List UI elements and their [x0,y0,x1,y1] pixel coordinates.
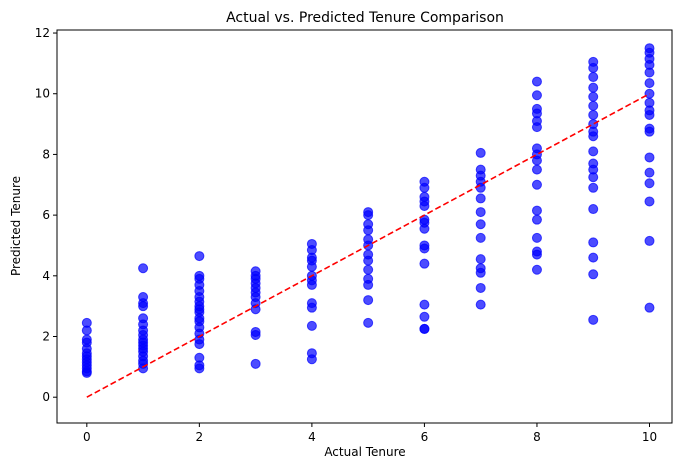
point [419,223,430,234]
point [531,232,542,243]
point [531,76,542,87]
point [588,72,599,83]
point [531,164,542,175]
x-tick-label: 2 [196,430,204,444]
point [588,269,599,280]
point [588,100,599,111]
point [419,243,430,254]
point [363,225,374,236]
point [588,146,599,157]
y-tick-label: 8 [42,147,50,161]
point [250,329,261,340]
y-tick-label: 6 [42,208,50,222]
point [644,167,655,178]
x-tick-label: 8 [533,430,541,444]
point [588,182,599,193]
y-tick-label: 2 [42,330,50,344]
point [644,178,655,189]
point [588,62,599,73]
point [644,88,655,99]
point [306,279,317,290]
point [531,122,542,133]
point [306,302,317,313]
point [475,219,486,230]
plot-frame [56,29,673,424]
point [644,109,655,120]
point [588,204,599,215]
point [644,78,655,89]
y-axis-label: Predicted Tenure [9,176,23,276]
point [475,299,486,310]
point [644,302,655,313]
x-tick-label: 6 [421,430,429,444]
x-tick-label: 4 [308,430,316,444]
point [81,325,92,336]
point [588,252,599,263]
point [306,261,317,272]
point [138,263,149,274]
point [475,282,486,293]
point [644,126,655,137]
point [419,299,430,310]
point [531,155,542,166]
point [531,249,542,260]
y-tick-label: 10 [35,87,50,101]
point [531,90,542,101]
point [194,363,205,374]
point [419,258,430,269]
point [475,207,486,218]
point [419,201,430,212]
x-axis-label: Actual Tenure [324,445,405,459]
point [363,295,374,306]
point [588,131,599,142]
point [81,367,92,378]
point [531,214,542,225]
point [475,267,486,278]
point [531,264,542,275]
point [419,182,430,193]
point [644,152,655,163]
chart-title: Actual vs. Predicted Tenure Comparison [226,10,504,26]
point [363,317,374,328]
point [194,251,205,262]
point [194,339,205,350]
point [306,320,317,331]
reference-line [86,93,650,398]
point [363,210,374,221]
point [250,358,261,369]
point [475,232,486,243]
x-tick-label: 10 [642,430,657,444]
point [644,196,655,207]
point [475,193,486,204]
point [531,205,542,216]
point [363,279,374,290]
point [644,235,655,246]
point [644,67,655,78]
point [138,301,149,312]
point [475,254,486,265]
point [588,314,599,325]
point [419,323,430,334]
point [419,311,430,322]
point [588,237,599,248]
point [531,179,542,190]
point [588,91,599,102]
y-tick-label: 0 [42,390,50,404]
y-tick-label: 4 [42,269,50,283]
point [363,264,374,275]
point [588,109,599,120]
point [306,354,317,365]
point [588,82,599,93]
point [475,182,486,193]
point [475,147,486,158]
point [588,172,599,183]
x-tick-label: 0 [83,430,91,444]
point [363,255,374,266]
y-tick-label: 12 [35,26,50,40]
